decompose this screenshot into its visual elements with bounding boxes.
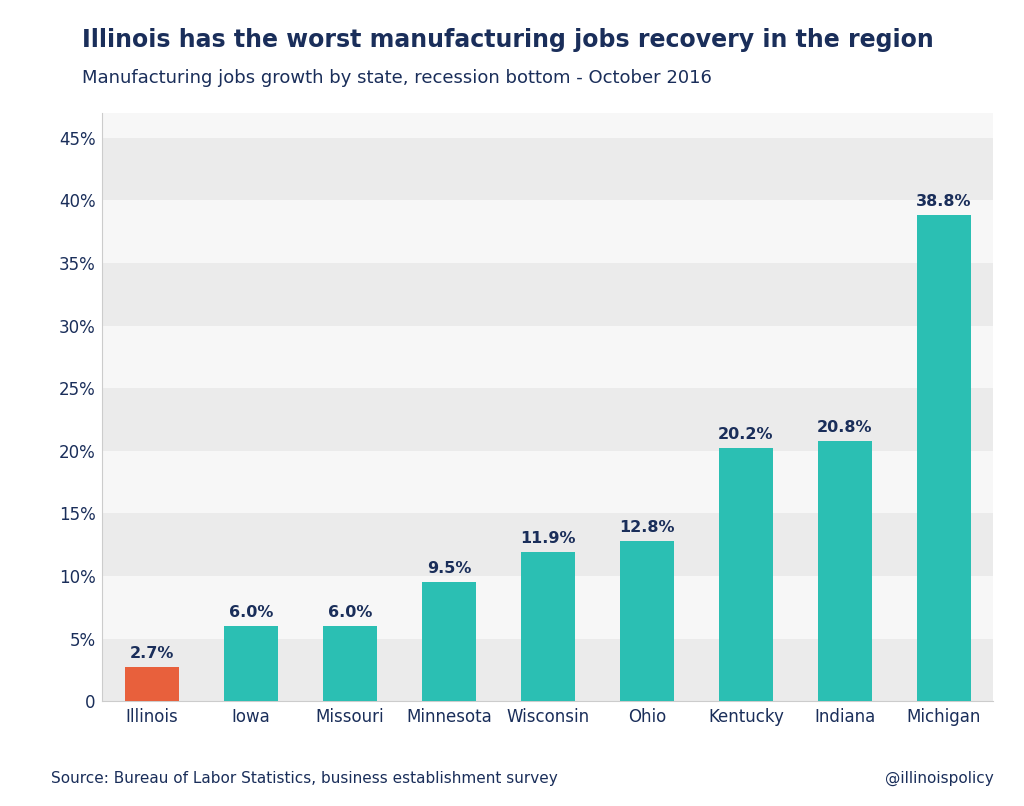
Text: 2.7%: 2.7% (130, 646, 174, 661)
Bar (817, 441, 872, 701)
Bar (102, 638, 993, 701)
Text: 12.8%: 12.8% (620, 520, 675, 534)
Bar (422, 582, 476, 701)
Bar (102, 326, 993, 388)
Bar (102, 513, 993, 576)
Text: 6.0%: 6.0% (228, 604, 273, 620)
Bar (102, 388, 993, 451)
Bar (520, 552, 575, 701)
Text: Illinois has the worst manufacturing jobs recovery in the region: Illinois has the worst manufacturing job… (82, 28, 934, 52)
Text: 20.8%: 20.8% (817, 420, 872, 434)
Text: @illinoispolicy: @illinoispolicy (885, 771, 993, 786)
Bar (102, 576, 993, 638)
Text: 9.5%: 9.5% (427, 561, 471, 576)
Bar (102, 201, 993, 263)
Bar (102, 263, 993, 326)
Bar (223, 626, 279, 701)
Bar (102, 113, 993, 138)
Bar (125, 667, 179, 701)
Text: Manufacturing jobs growth by state, recession bottom - October 2016: Manufacturing jobs growth by state, rece… (82, 69, 712, 86)
Bar (719, 448, 773, 701)
Text: 11.9%: 11.9% (520, 531, 575, 546)
Bar (916, 215, 971, 701)
Bar (102, 138, 993, 201)
Text: 38.8%: 38.8% (916, 194, 972, 210)
Text: Source: Bureau of Labor Statistics, business establishment survey: Source: Bureau of Labor Statistics, busi… (51, 771, 558, 786)
Text: 6.0%: 6.0% (328, 604, 372, 620)
Text: 20.2%: 20.2% (718, 427, 773, 442)
Bar (323, 626, 377, 701)
Bar (102, 451, 993, 513)
Bar (620, 541, 674, 701)
